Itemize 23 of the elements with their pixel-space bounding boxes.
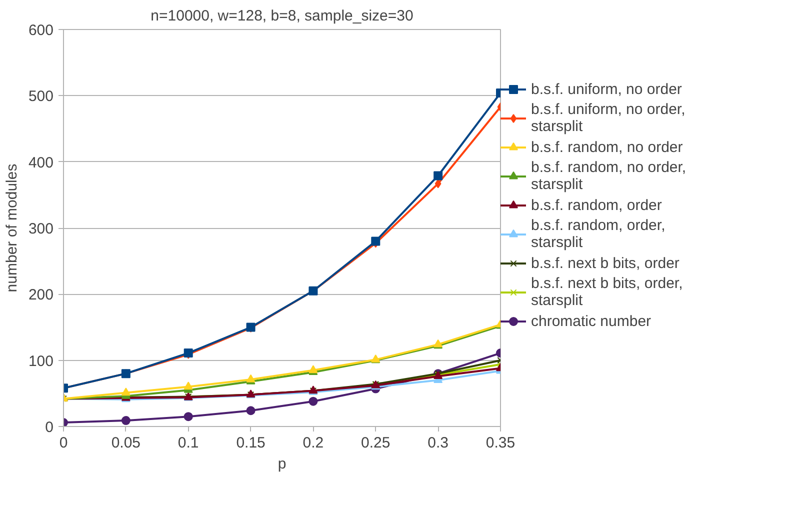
y-axis-title: number of modules [3, 164, 20, 292]
x-tick-label: 0.35 [486, 434, 516, 452]
legend-label: b.s.f. next b bits, order [531, 254, 680, 272]
x-tick-label: 0.05 [111, 434, 141, 452]
x-tick-label: 0 [59, 434, 68, 452]
legend-label: b.s.f. random, order [531, 196, 662, 214]
y-tick-label: 0 [45, 419, 54, 436]
legend-label: b.s.f. uniform, no order [531, 80, 682, 98]
y-tick-label: 500 [28, 88, 54, 106]
x-tick-label: 0.3 [428, 434, 449, 452]
x-axis-title: p [278, 456, 286, 472]
y-tick-label: 200 [28, 286, 54, 304]
x-tick-label: 0.1 [178, 434, 199, 452]
y-tick-label: 600 [28, 22, 54, 39]
legend-label: b.s.f. random, no order [531, 138, 683, 156]
y-tick-label: 300 [28, 220, 54, 238]
y-tick-label: 100 [28, 352, 54, 370]
x-tick-label: 0.25 [361, 434, 390, 452]
chart-title: n=10000, w=128, b=8, sample_size=30 [150, 8, 414, 24]
x-tick-label: 0.2 [302, 434, 324, 452]
x-tick-label: 0.15 [236, 434, 266, 452]
legend-label: chromatic number [531, 312, 652, 330]
y-tick-label: 400 [28, 154, 54, 172]
